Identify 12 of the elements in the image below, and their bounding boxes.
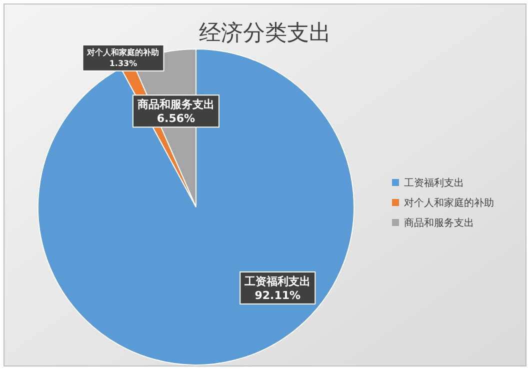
- legend-label: 对个人和家庭的补助: [404, 197, 494, 209]
- pie-slice: [38, 48, 354, 366]
- data-label: 92.11%: [254, 288, 301, 302]
- slice-label: 对个人和家庭的补助: [86, 47, 160, 58]
- chart-title: 经济分类支出: [199, 21, 331, 46]
- legend-label: 商品和服务支出: [404, 217, 474, 229]
- slice-label: 商品和服务支出: [136, 98, 214, 111]
- legend: 工资福利支出 对个人和家庭的补助 商品和服务支出: [392, 178, 494, 229]
- data-label: 6.56%: [156, 112, 196, 125]
- slice-label: 工资福利支出: [404, 177, 464, 189]
- slice-label: 工资福利支出: [244, 274, 311, 288]
- data-label: 1.33%: [109, 59, 138, 68]
